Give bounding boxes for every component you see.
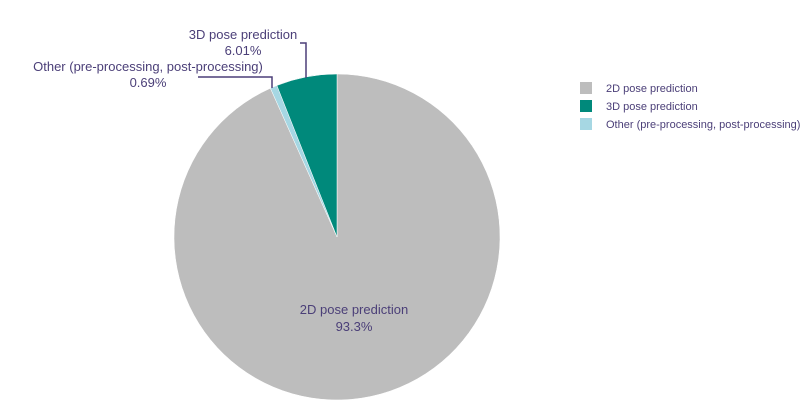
legend: 2D pose prediction 3D pose prediction Ot…: [580, 82, 800, 131]
slice-label-2d: 2D pose prediction: [300, 302, 408, 317]
legend-swatch-other: [580, 118, 592, 130]
slice-value-2d: 93.3%: [336, 319, 373, 334]
legend-swatch-3d: [580, 100, 592, 112]
leader-line-other: [198, 76, 273, 88]
legend-label-other[interactable]: Other (pre-processing, post-processing): [606, 119, 800, 131]
slice-value-3d: 6.01%: [225, 43, 262, 58]
legend-label-3d[interactable]: 3D pose prediction: [606, 101, 698, 113]
legend-label-2d[interactable]: 2D pose prediction: [606, 83, 698, 95]
legend-swatch-2d: [580, 82, 592, 94]
slice-label-3d: 3D pose prediction: [189, 27, 297, 42]
slice-value-other: 0.69%: [130, 75, 167, 90]
leader-line-3d: [300, 42, 307, 78]
slice-label-other: Other (pre-processing, post-processing): [33, 59, 263, 74]
